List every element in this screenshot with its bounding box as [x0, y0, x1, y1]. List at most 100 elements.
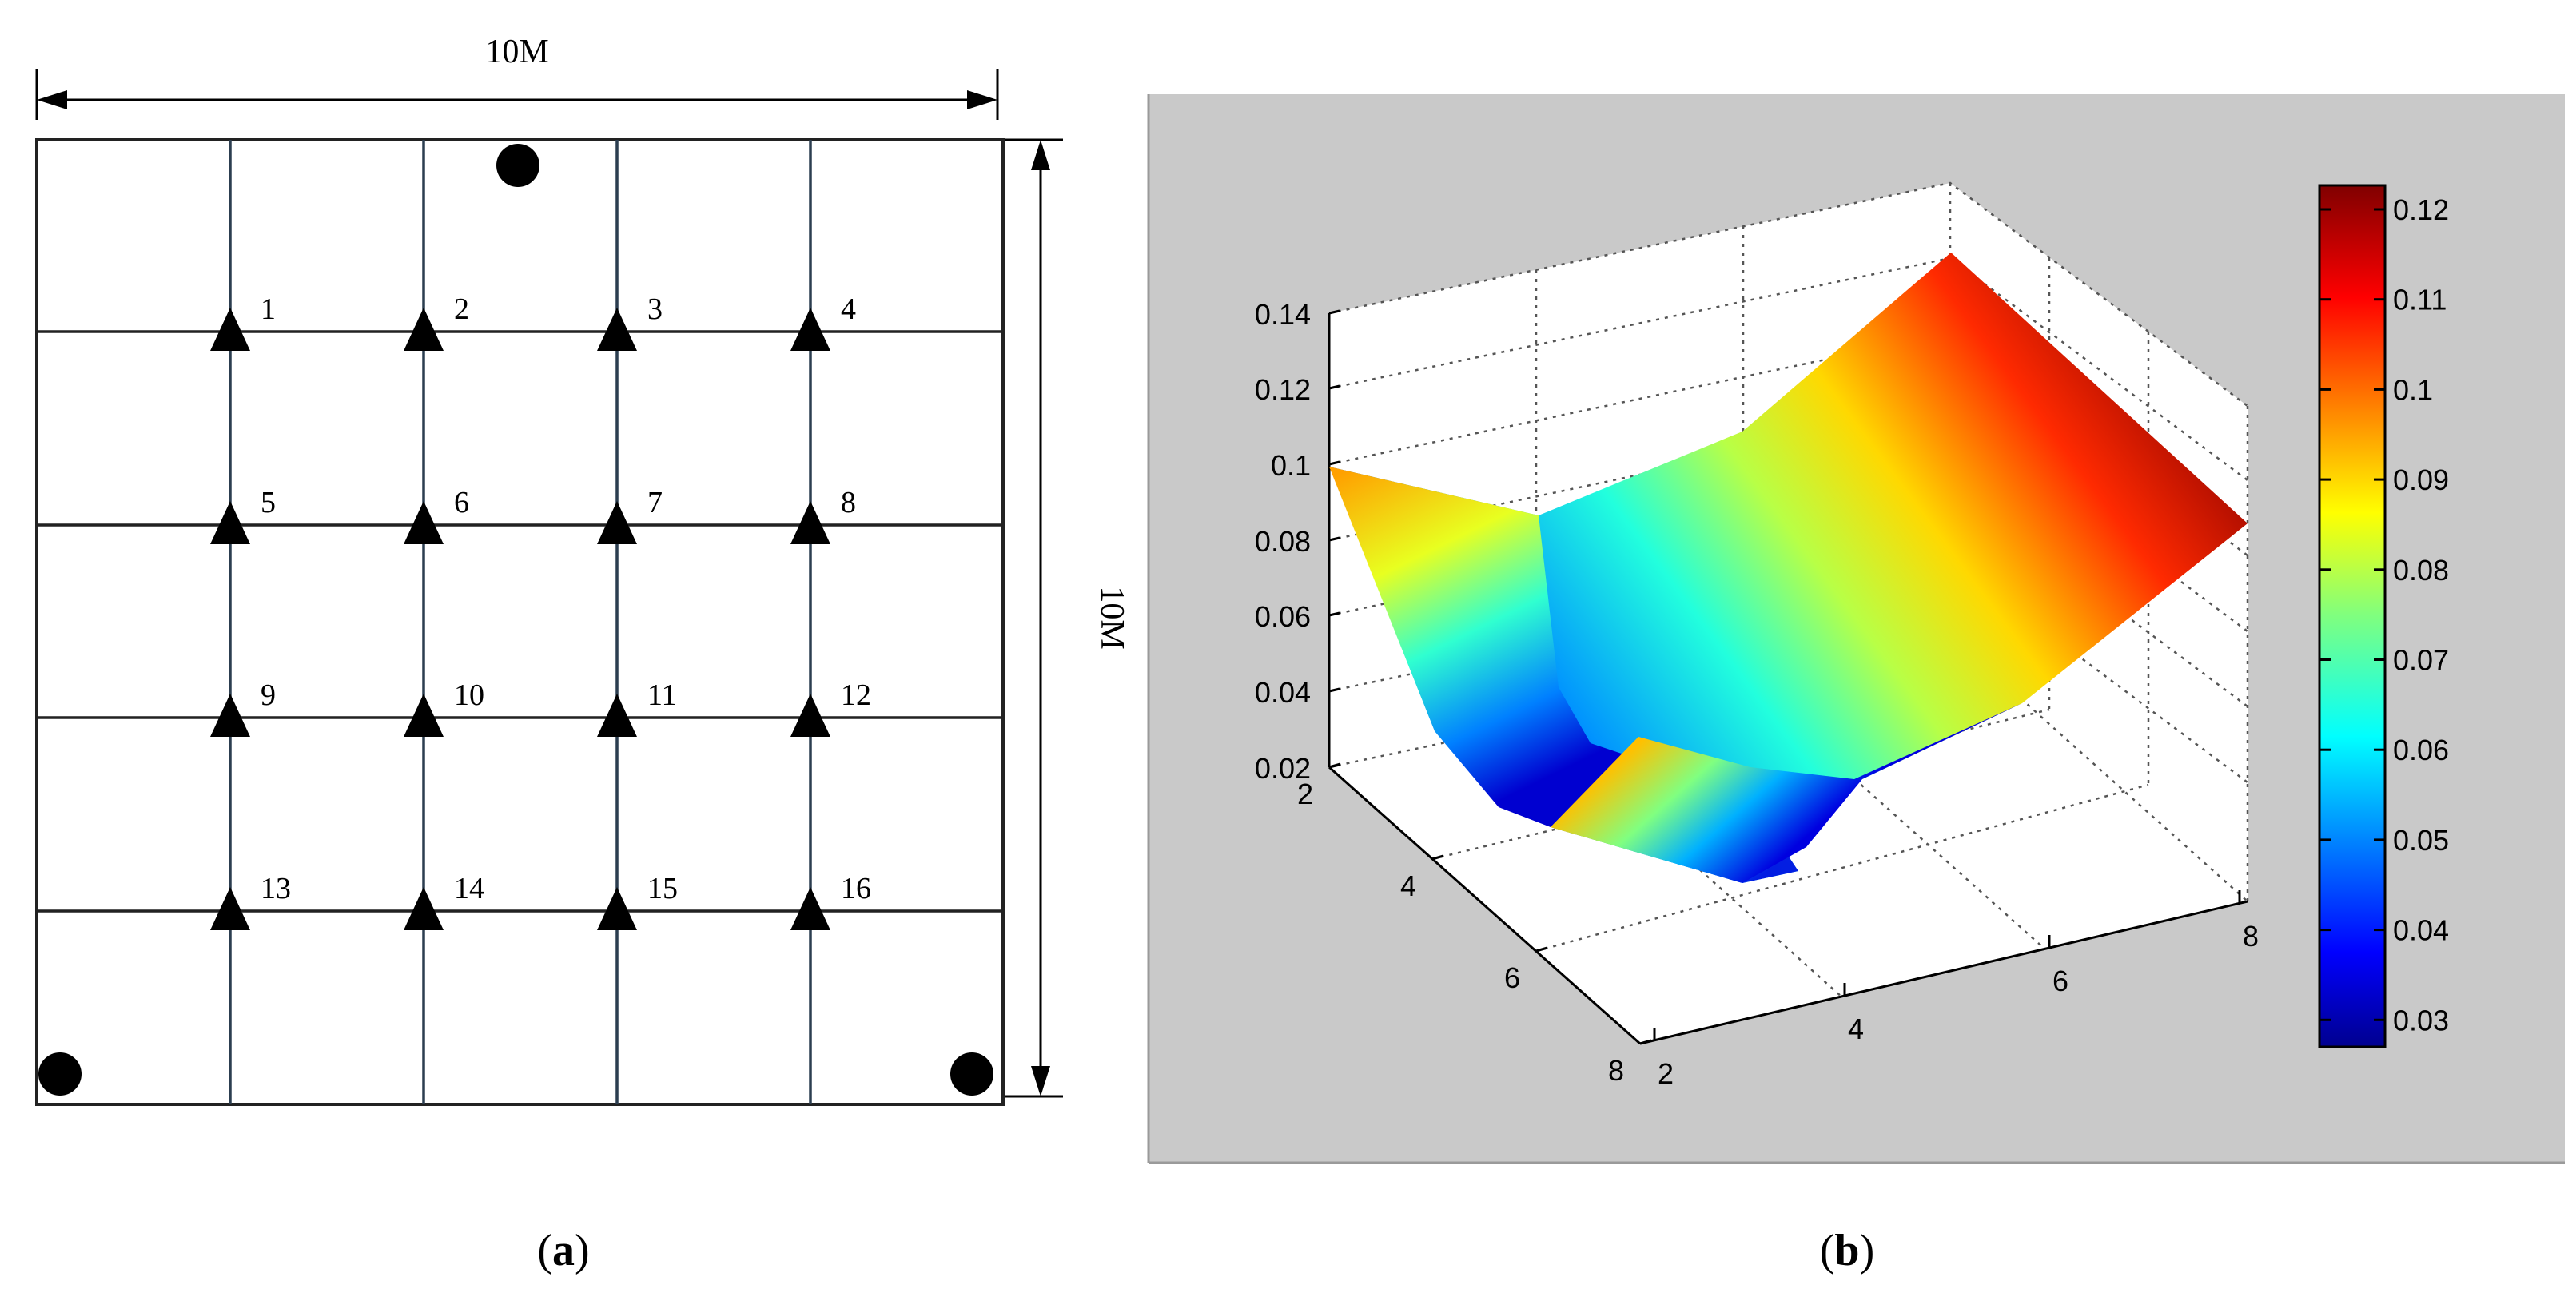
sensor-label: 16: [841, 872, 871, 905]
arrowhead-right-icon: [967, 90, 997, 109]
sensor-label: 10: [454, 678, 484, 712]
source-marker-icon: [38, 1052, 82, 1096]
width-label: 10M: [485, 34, 548, 70]
z-tick-label: 0.04: [1255, 676, 1311, 709]
sensor-label: 4: [841, 292, 856, 326]
colorbar-tick-label: 0.06: [2393, 734, 2449, 766]
x-tick-label: 6: [2052, 965, 2068, 997]
caption-b: (b): [1820, 1226, 1874, 1275]
z-tick-label: 0.06: [1255, 600, 1311, 633]
height-label: 10M: [1093, 586, 1130, 649]
z-tick-label: 0.14: [1255, 298, 1311, 331]
sensor-triangle-icon: [210, 308, 250, 351]
colorbar-tick-label: 0.05: [2393, 824, 2449, 857]
sensor-triangle-icon: [790, 887, 830, 930]
colorbar-tick-label: 0.12: [2393, 193, 2449, 226]
sensor-triangle-icon: [210, 694, 250, 737]
x-tick-label: 8: [2243, 920, 2259, 953]
sensor-6: 6: [404, 486, 469, 544]
sensor-label: 8: [841, 486, 856, 519]
colorbar-tick-label: 0.09: [2393, 463, 2449, 496]
surface-plot-panel: 0.14 0.12 0.1 0.08 0.06 0.04 0.02 2 4 6 8 2 4 6 8 0.…: [1147, 94, 2565, 1275]
colorbar-tick-label: 0.07: [2393, 644, 2449, 677]
surface-left-face: [1329, 467, 1638, 827]
tick-mark: [1328, 384, 1340, 390]
surface-fold: [1551, 737, 1798, 883]
sensor-label: 6: [454, 486, 469, 519]
sensor-label: 12: [841, 678, 871, 712]
sensor-8: 8: [790, 486, 856, 544]
x-tick-label: 2: [1658, 1057, 1674, 1090]
colorbar-ticks: 0.12 0.11 0.1 0.09 0.08 0.07 0.06 0.05 0.04 0.03: [2319, 193, 2449, 1036]
colorbar-tick-label: 0.03: [2393, 1004, 2449, 1036]
y-tick-label: 2: [1297, 778, 1313, 810]
sensor-label: 14: [454, 872, 484, 905]
sensor-7: 7: [597, 486, 663, 544]
sensor-4: 4: [790, 292, 856, 351]
tick-mark: [1328, 762, 1341, 769]
tick-mark: [1328, 460, 1340, 466]
sensor-label: 1: [261, 292, 276, 326]
colorbar-tick-label: 0.11: [2393, 284, 2447, 316]
sensor-label: 7: [647, 486, 663, 519]
tick-mark: [1328, 687, 1340, 693]
sensor-triangle-icon: [597, 308, 637, 351]
sensor-2: 2: [404, 292, 469, 351]
sensor-15: 15: [597, 872, 678, 930]
source-marker-icon: [950, 1052, 993, 1096]
sensor-label: 9: [261, 678, 276, 712]
colorbar: [2318, 184, 2387, 1048]
sensor-triangle-icon: [597, 694, 637, 737]
colorbar-tick-label: 0.08: [2393, 554, 2449, 587]
tick-mark: [1431, 854, 1444, 861]
grid-border: [35, 138, 1005, 1106]
tick-mark: [1328, 536, 1340, 542]
sensor-triangle-icon: [790, 308, 830, 351]
source-marker-icon: [496, 144, 539, 187]
sensor-13: 13: [210, 872, 291, 930]
z-tick-label: 0.12: [1255, 373, 1311, 406]
sensor-triangle-icon: [210, 887, 250, 930]
z-tick-label: 0.08: [1255, 525, 1311, 558]
colorbar-tick-label: 0.04: [2393, 914, 2449, 947]
x-axis-ticks: 2 4 6 8: [1653, 890, 2259, 1090]
sensor-triangle-icon: [597, 887, 637, 930]
sensor-1: 1: [210, 292, 276, 351]
height-dimension: 10M: [1003, 138, 1130, 1098]
floor-grid: [35, 138, 1005, 1106]
tick-mark: [1328, 309, 1340, 315]
sensor-9: 9: [210, 678, 276, 737]
y-axis-ticks: 2 4 6 8: [1297, 762, 1652, 1087]
arrowhead-left-icon: [37, 90, 67, 109]
sensor-label: 11: [647, 678, 677, 712]
width-dimension: 10M: [35, 34, 999, 120]
arrowhead-up-icon: [1031, 140, 1050, 170]
sensor-5: 5: [210, 486, 276, 544]
sensor-3: 3: [597, 292, 663, 351]
z-tick-label: 0.1: [1271, 449, 1311, 482]
z-tick-label: 0.02: [1255, 752, 1311, 785]
tick-mark: [1535, 946, 1548, 953]
sensor-label: 5: [261, 486, 276, 519]
sensor-10: 10: [404, 678, 484, 737]
sensor-14: 14: [404, 872, 484, 930]
sensor-triangle-icon: [210, 501, 250, 544]
sensor-triangle-icon: [404, 694, 444, 737]
colorbar-tick-label: 0.1: [2393, 373, 2433, 406]
tick-mark: [1328, 611, 1340, 617]
sensor-triangle-icon: [790, 501, 830, 544]
y-tick-label: 8: [1608, 1054, 1624, 1087]
sensor-12: 12: [790, 678, 871, 737]
arrowhead-down-icon: [1031, 1066, 1050, 1096]
tick-mark: [1639, 1039, 1652, 1045]
sensor-triangle-icon: [404, 308, 444, 351]
y-tick-label: 6: [1504, 961, 1520, 994]
caption-a: (a): [537, 1226, 589, 1275]
sensor-label: 15: [647, 872, 678, 905]
sensor-11: 11: [597, 678, 677, 737]
surface-mesh: [1329, 253, 2248, 883]
sensor-16: 16: [790, 872, 871, 930]
y-tick-label: 4: [1400, 869, 1416, 902]
